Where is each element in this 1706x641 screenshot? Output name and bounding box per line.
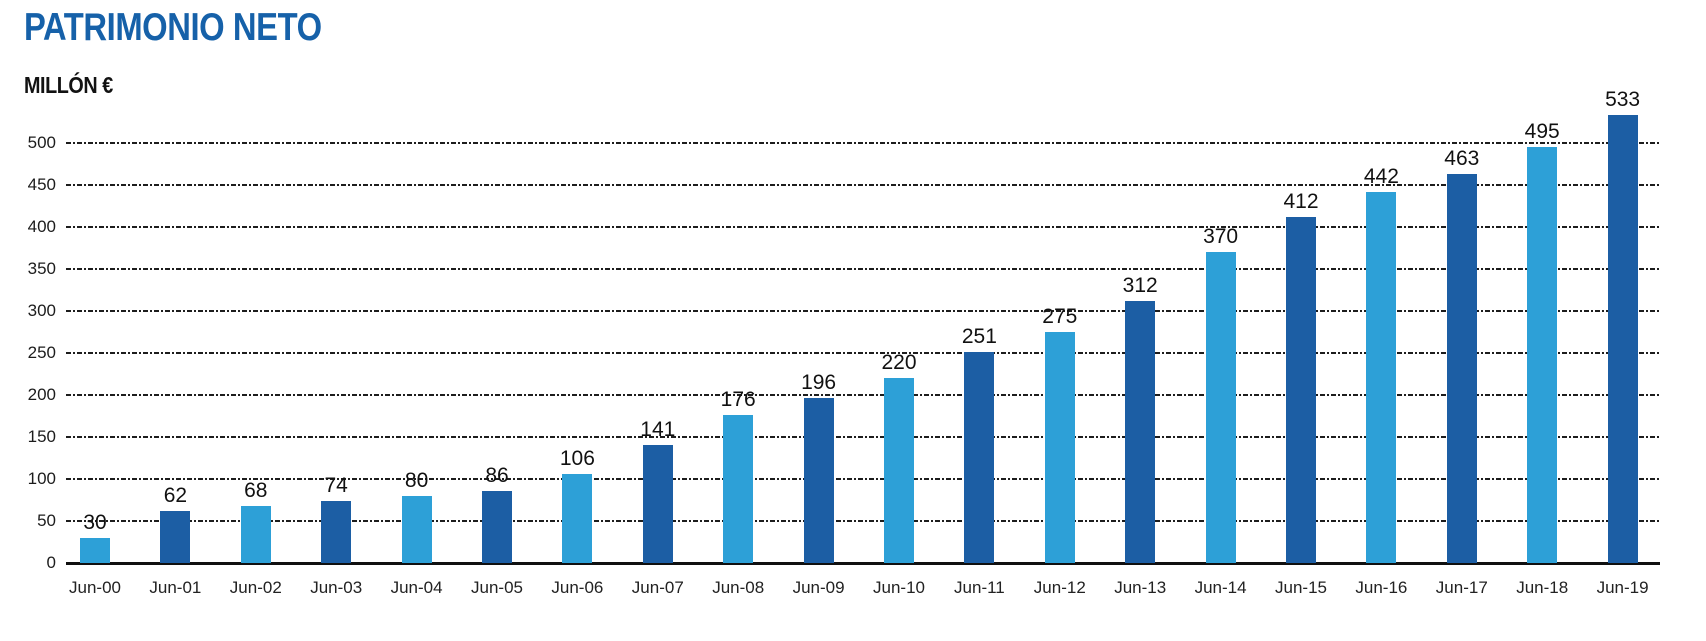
bar: [1286, 216, 1316, 563]
x-tick-label: Jun-11: [954, 578, 1005, 597]
x-tick-label: Jun-01: [149, 578, 202, 597]
bar-value-label: 463: [1444, 147, 1480, 171]
bar: [1125, 300, 1156, 563]
bar: [240, 505, 271, 563]
x-tick-label: Jun-15: [1275, 578, 1327, 597]
gridline: [66, 394, 1660, 396]
gridline: [66, 226, 1660, 228]
bar: [1044, 332, 1075, 563]
y-tick-label: 50: [37, 511, 56, 530]
x-tick-label: Jun-13: [1114, 578, 1167, 597]
x-tick-label: Jun-03: [310, 578, 363, 597]
bar: [803, 398, 834, 563]
y-axis-unit-label: MILLÓN €: [24, 72, 113, 98]
bar-value-label: 533: [1605, 88, 1641, 112]
y-tick-label: 0: [46, 553, 56, 572]
x-tick-label: Jun-14: [1194, 578, 1247, 597]
x-tick-label: Jun-06: [551, 578, 604, 597]
x-tick-label: Jun-05: [471, 578, 523, 597]
bar: [1366, 191, 1397, 563]
x-tick-label: Jun-04: [390, 578, 443, 597]
bar: [321, 500, 352, 563]
bar: [1446, 174, 1477, 563]
x-tick-label: Jun-12: [1033, 578, 1086, 597]
bar-value-label: 442: [1363, 164, 1399, 188]
y-tick-label: 150: [27, 427, 56, 446]
bar-value-label: 495: [1524, 120, 1560, 144]
gridline: [66, 310, 1660, 312]
bar-value-label: 251: [961, 325, 997, 349]
bar-value-label: 74: [324, 473, 348, 497]
x-tick-label: Jun-17: [1435, 578, 1488, 597]
bar: [1205, 252, 1236, 563]
y-tick-label: 200: [27, 385, 56, 404]
bar: [1607, 115, 1638, 563]
x-tick-label: Jun-10: [873, 578, 925, 597]
bar-value-label: 220: [881, 351, 917, 375]
x-axis-line: [66, 562, 1660, 565]
bar: [160, 510, 191, 563]
bar-value-label: 176: [720, 388, 756, 412]
bar-value-label: 141: [640, 417, 676, 441]
x-tick-label: Jun-19: [1596, 578, 1649, 597]
bar-value-label: 370: [1203, 225, 1239, 249]
y-tick-label: 450: [27, 175, 56, 194]
y-tick-label: 250: [27, 343, 56, 362]
bar: [401, 495, 432, 563]
bar: [1527, 147, 1558, 563]
y-tick-label: 100: [27, 469, 56, 488]
bar: [562, 473, 593, 563]
x-tick-label: Jun-00: [69, 578, 121, 597]
gridline: [66, 142, 1660, 144]
bar-value-label: 62: [163, 483, 188, 507]
bar-value-label: 275: [1042, 305, 1078, 328]
bar-value-label: 196: [801, 371, 837, 395]
y-tick-label: 300: [27, 301, 56, 320]
gridline: [66, 520, 1660, 522]
gridline: [66, 184, 1660, 186]
bar: [642, 444, 673, 563]
bar: [80, 537, 110, 563]
x-tick-label: Jun-07: [631, 578, 684, 597]
bar: [482, 490, 512, 563]
y-tick-label: 500: [27, 133, 56, 152]
bar: [964, 352, 995, 563]
bar-value-label: 106: [559, 446, 595, 470]
x-tick-label: Jun-18: [1516, 578, 1569, 597]
x-tick-label: Jun-08: [712, 578, 765, 597]
bar-value-label: 80: [404, 468, 429, 492]
x-tick-label: Jun-09: [792, 578, 845, 597]
chart-title: PATRIMONIO NETO: [24, 6, 322, 49]
gridline: [66, 436, 1660, 438]
bar-value-label: 68: [244, 478, 268, 502]
y-tick-label: 400: [27, 217, 56, 236]
bar-value-label: 412: [1283, 189, 1319, 213]
gridline: [66, 268, 1660, 270]
bar: [884, 378, 914, 563]
bar-value-label: 86: [485, 463, 509, 487]
bar: [723, 415, 754, 563]
bar-value-label: 30: [83, 510, 107, 534]
x-tick-label: Jun-02: [229, 578, 282, 597]
gridline: [66, 352, 1660, 354]
bar-value-label: 312: [1122, 273, 1158, 297]
y-tick-label: 350: [27, 259, 56, 278]
x-tick-label: Jun-16: [1355, 578, 1408, 597]
gridline: [66, 478, 1660, 480]
